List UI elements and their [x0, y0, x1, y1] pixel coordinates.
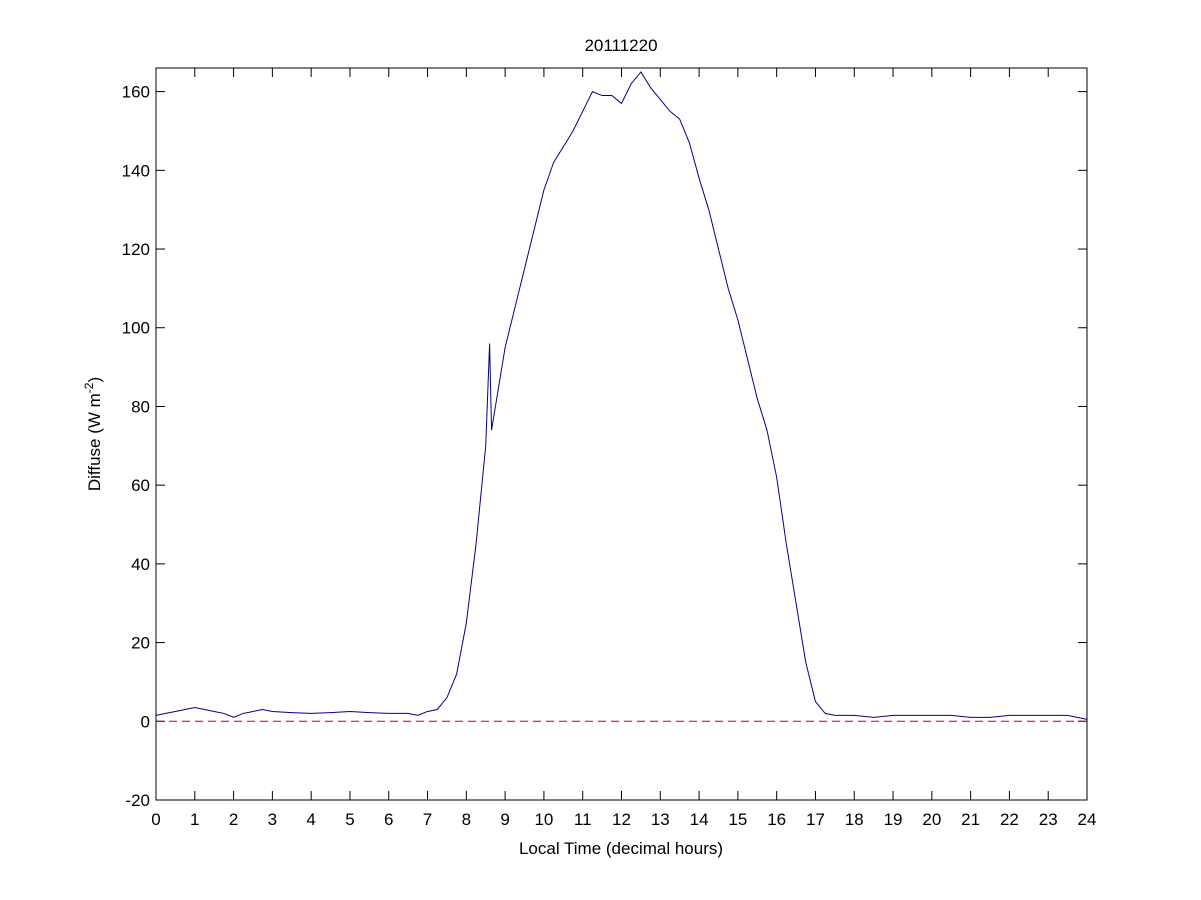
y-tick-label: 0 [141, 712, 150, 731]
x-tick-label: 8 [462, 810, 471, 829]
x-tick-label: 19 [884, 810, 903, 829]
y-tick-label: 60 [131, 476, 150, 495]
x-tick-label: 4 [306, 810, 315, 829]
y-label-end: ) [85, 377, 104, 383]
y-tick-label: 100 [122, 319, 150, 338]
x-tick-label: 22 [1000, 810, 1019, 829]
x-tick-label: 23 [1039, 810, 1058, 829]
x-tick-label: 20 [922, 810, 941, 829]
x-tick-label: 21 [961, 810, 980, 829]
x-tick-label: 10 [534, 810, 553, 829]
x-tick-label: 6 [384, 810, 393, 829]
y-tick-label: -20 [125, 791, 150, 810]
x-tick-label: 9 [500, 810, 509, 829]
x-tick-label: 12 [612, 810, 631, 829]
x-tick-label: 1 [190, 810, 199, 829]
x-axis-label: Local Time (decimal hours) [519, 839, 723, 858]
y-tick-label: 20 [131, 634, 150, 653]
y-label-sup: -2 [82, 382, 96, 393]
x-tick-label: 15 [728, 810, 747, 829]
y-tick-label: 140 [122, 161, 150, 180]
x-tick-label: 2 [229, 810, 238, 829]
x-tick-label: 5 [345, 810, 354, 829]
x-tick-label: 16 [767, 810, 786, 829]
y-tick-label: 80 [131, 397, 150, 416]
plot-area [155, 67, 1088, 801]
x-tick-label: 14 [690, 810, 709, 829]
x-tick-label: 0 [151, 810, 160, 829]
y-tick-label: 40 [131, 555, 150, 574]
y-axis-label: Diffuse (W m-2) [82, 377, 104, 491]
y-tick-label: 120 [122, 240, 150, 259]
x-tick-label: 3 [268, 810, 277, 829]
y-label-main: Diffuse (W m [85, 393, 104, 491]
x-tick-label: 17 [806, 810, 825, 829]
x-tick-label: 11 [574, 810, 592, 829]
data-line [155, 71, 1088, 720]
chart-title: 20111220 [584, 36, 657, 55]
x-tick-label: 13 [651, 810, 670, 829]
x-tick-label: 18 [845, 810, 864, 829]
x-tick-label: 24 [1078, 810, 1097, 829]
y-tick-label: 160 [122, 83, 150, 102]
x-tick-label: 7 [423, 810, 432, 829]
